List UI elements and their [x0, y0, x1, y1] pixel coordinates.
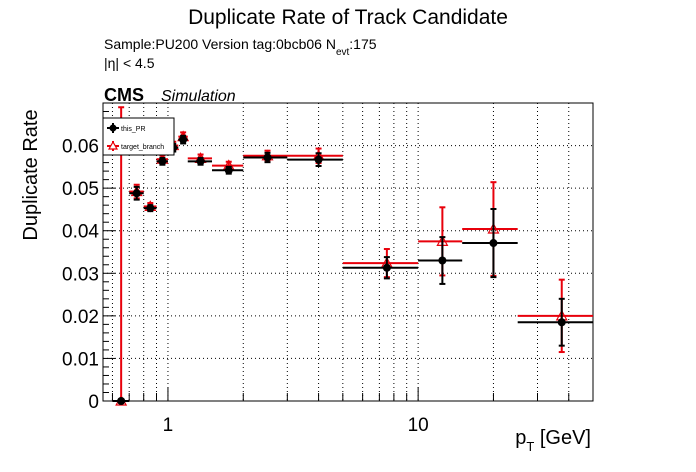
data-point: [382, 263, 391, 272]
plot-frame: [102, 102, 594, 402]
data-point: [117, 397, 126, 405]
y-tick-label: 0.03: [62, 264, 99, 285]
sample-info-label: Sample:PU200 Version tag:0bcb06 Nevt:175: [104, 36, 377, 58]
x-axis-label: pT [GeV]: [515, 427, 591, 454]
eta-cut-label: |η| < 4.5: [104, 55, 155, 71]
y-tick-label: 0.06: [62, 137, 99, 158]
series-target-branch: [112, 106, 593, 406]
y-tick-label: 0.01: [62, 349, 99, 370]
data-point: [438, 256, 447, 265]
legend-item-target-branch: target_branch: [107, 140, 164, 151]
axes: 0 0.01 0.02 0.03 0.04 0.05 0.06 1 10: [62, 102, 594, 436]
data-point: [179, 135, 188, 144]
cms-label: CMS: [104, 85, 144, 105]
data-point: [314, 155, 323, 164]
data-point: [224, 166, 233, 175]
grid: [103, 103, 594, 401]
data-point: [263, 153, 272, 162]
x-axis-label-unit: [GeV]: [534, 427, 591, 449]
data-point: [146, 204, 155, 213]
x-tick-label: 10: [408, 415, 429, 436]
data-point: [158, 157, 167, 166]
chart-title: Duplicate Rate of Track Candidate: [188, 6, 508, 29]
data-point: [489, 239, 498, 248]
x-axis-label-main: p: [515, 427, 526, 449]
y-tick-label: 0.02: [62, 307, 99, 328]
nevt-value: :175: [349, 36, 376, 52]
x-axis-label-sub: T: [526, 439, 534, 454]
data-point: [196, 157, 205, 166]
legend-label: this_PR: [121, 126, 146, 133]
y-tick-label: 0.05: [62, 179, 99, 200]
legend-marker: [107, 140, 119, 150]
y-tick-label: 0.04: [62, 222, 99, 243]
legend: this_PR target_branch: [102, 117, 175, 156]
x-tick-label: 1: [163, 415, 174, 436]
legend-item-this-PR: this_PR: [107, 123, 146, 133]
data-series: [112, 106, 593, 406]
simulation-label: Simulation: [161, 88, 236, 105]
y-tick-label: 0: [88, 392, 99, 413]
legend-marker: [109, 124, 117, 132]
data-point: [557, 318, 566, 327]
legend-label: target_branch: [121, 144, 164, 151]
series-this-PR: [112, 134, 593, 405]
nevt-subscript: evt: [336, 47, 350, 58]
data-point: [132, 189, 141, 198]
y-axis-label: Duplicate Rate: [20, 109, 42, 240]
sample-info-text: Sample:PU200 Version tag:0bcb06 N: [104, 36, 336, 52]
